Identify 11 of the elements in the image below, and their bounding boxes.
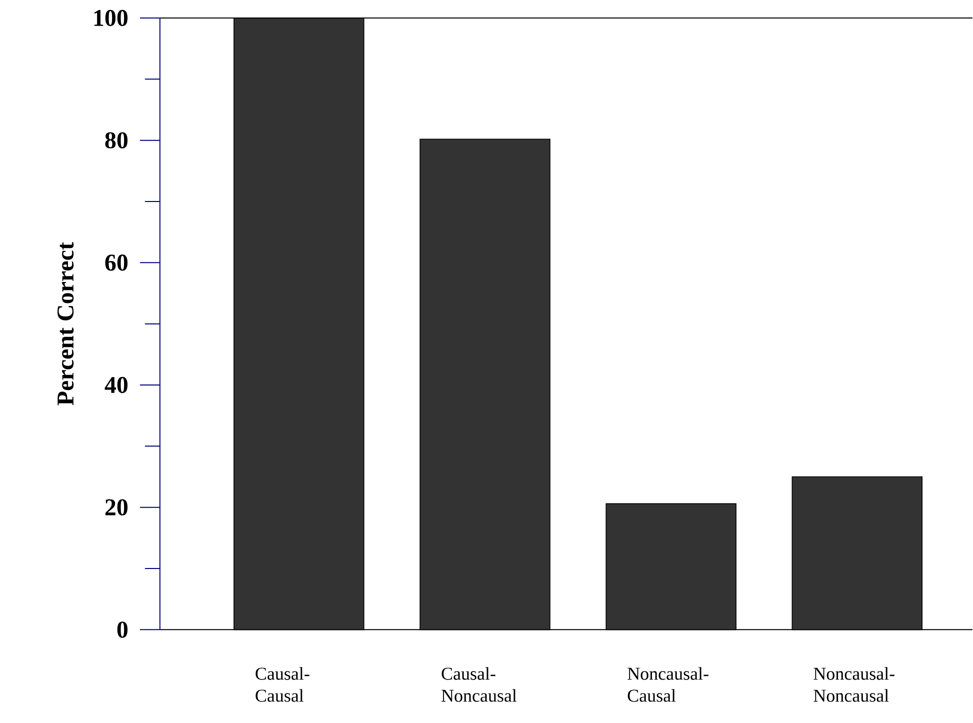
y-tick-label: 80 bbox=[105, 132, 128, 149]
y-tick-label: 40 bbox=[104, 377, 128, 394]
x-tick-label: Noncausal-Noncausal bbox=[814, 667, 894, 702]
y-tick-label: 100 bbox=[94, 10, 128, 26]
x-tick-label: Noncausal-Causal bbox=[628, 667, 708, 702]
y-tick-label: 20 bbox=[105, 499, 128, 516]
y-axis-title: Percent Correct bbox=[57, 242, 74, 406]
x-tick-label: Causal-Noncausal bbox=[442, 667, 517, 702]
y-tick-label: 0 bbox=[117, 622, 128, 638]
x-tick-label: Causal-Causal bbox=[256, 667, 310, 702]
y-tick-label: 60 bbox=[105, 254, 128, 271]
